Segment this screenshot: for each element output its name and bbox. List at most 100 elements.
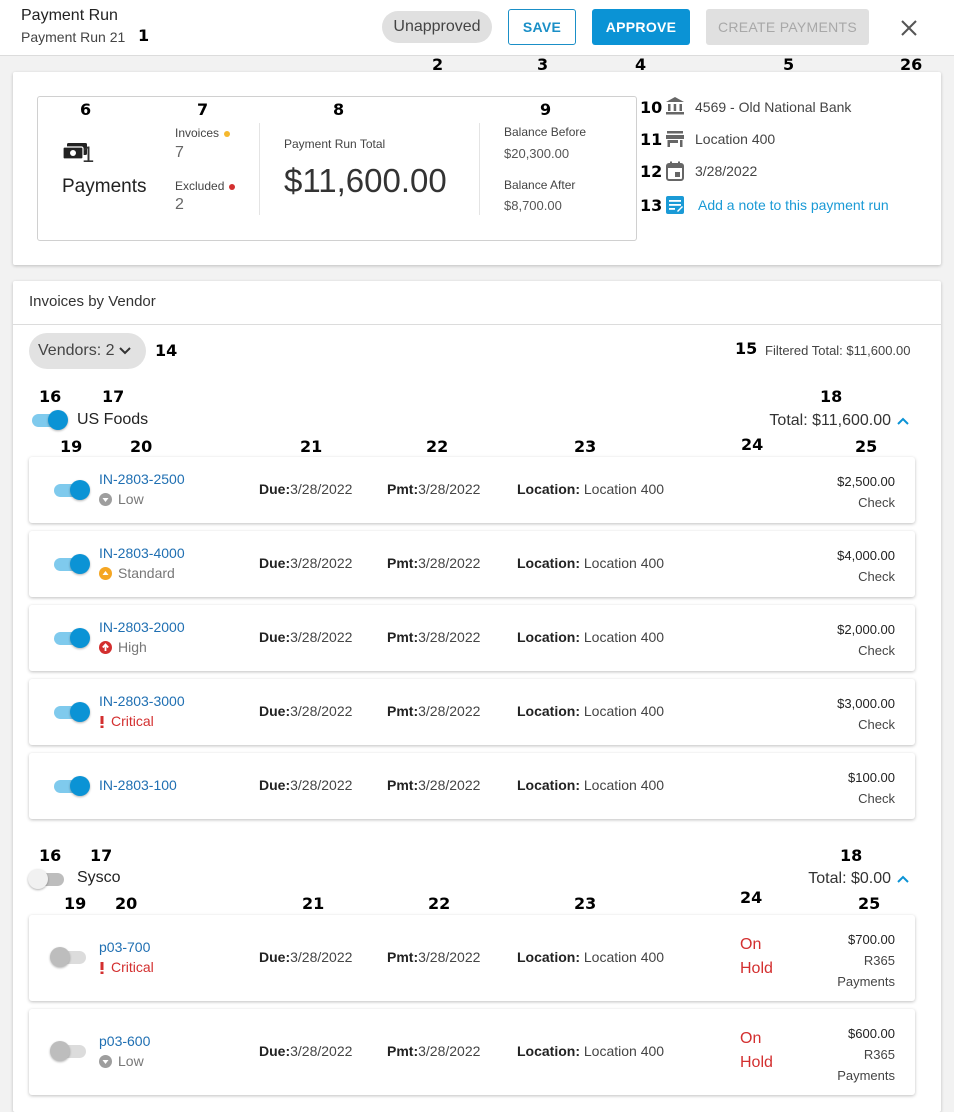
- vendor-name: US Foods: [77, 411, 149, 428]
- invoice-toggle[interactable]: [50, 1041, 88, 1061]
- annotation-marker: 16: [39, 387, 62, 406]
- invoice-priority: Low: [99, 491, 144, 507]
- invoice-toggle[interactable]: [50, 947, 88, 967]
- payment-method: Check: [858, 569, 895, 584]
- payment-date: Pmt:3/28/2022: [387, 629, 480, 645]
- invoice-amount: $100.00 Check: [848, 767, 895, 809]
- invoice-row: IN-2803-2000 High Due:3/28/2022 Pmt:3/28…: [29, 605, 915, 671]
- invoice-toggle[interactable]: [52, 628, 90, 648]
- due-value: 3/28/2022: [290, 481, 353, 497]
- vendor-total: Total: $11,600.00: [769, 412, 891, 429]
- due-value: 3/28/2022: [290, 1043, 353, 1059]
- invoice-row: p03-700 Critical Due:3/28/2022 Pmt:3/28/…: [29, 915, 915, 1001]
- invoice-location: Location: Location 400: [517, 481, 664, 497]
- annotation-marker: 20: [115, 894, 138, 913]
- vendor-toggle[interactable]: [30, 410, 68, 430]
- payment-method: Check: [858, 717, 895, 732]
- annotation-marker: 8: [333, 100, 345, 119]
- invoice-row: IN-2803-2500 Low Due:3/28/2022 Pmt:3/28/…: [29, 457, 915, 523]
- priority-text: Low: [118, 1053, 144, 1069]
- annotation-marker: 24: [740, 888, 763, 907]
- invoice-location: Location: Location 400: [517, 949, 664, 965]
- annotation-marker: 9: [540, 100, 552, 119]
- invoice-link[interactable]: IN-2803-2500: [99, 471, 185, 487]
- annotation-marker: 13: [640, 196, 663, 215]
- create-payments-button[interactable]: CREATE PAYMENTS: [706, 9, 869, 45]
- due-date: Due:3/28/2022: [259, 629, 352, 645]
- invoice-link[interactable]: IN-2803-3000: [99, 693, 185, 709]
- annotation-marker: 26: [900, 55, 923, 74]
- due-value: 3/28/2022: [290, 777, 353, 793]
- location-value: Location 400: [583, 949, 665, 965]
- due-date: Due:3/28/2022: [259, 1043, 352, 1059]
- invoice-link[interactable]: p03-600: [99, 1033, 151, 1049]
- invoice-toggle[interactable]: [52, 776, 90, 796]
- annotation-marker: 17: [90, 846, 113, 865]
- invoice-toggle[interactable]: [52, 702, 90, 722]
- annotation-marker: 25: [858, 894, 881, 913]
- invoice-toggle[interactable]: [52, 480, 90, 500]
- approve-button[interactable]: APPROVE: [592, 9, 690, 45]
- top-bar: Payment Run Payment Run 21 Unapproved SA…: [0, 0, 954, 56]
- invoice-location: Location: Location 400: [517, 555, 664, 571]
- payment-date: Pmt:3/28/2022: [387, 555, 480, 571]
- critical-priority-icon: [100, 716, 104, 728]
- location-label: Location:: [517, 481, 580, 497]
- payment-method: R365: [863, 1047, 895, 1062]
- annotation-marker: 25: [855, 437, 878, 456]
- pmt-value: 3/28/2022: [418, 1043, 481, 1059]
- store-icon: [666, 131, 684, 147]
- note-icon[interactable]: [665, 195, 685, 215]
- section-title: Invoices by Vendor: [29, 293, 156, 310]
- invoice-location: Location: Location 400: [517, 629, 664, 645]
- invoice-amount: $700.00 R365 Payments: [837, 929, 895, 992]
- chevron-up-icon[interactable]: [896, 416, 910, 426]
- chevron-up-icon[interactable]: [896, 874, 910, 884]
- vendor-toggle[interactable]: [28, 869, 66, 889]
- chevron-down-icon: [119, 347, 131, 355]
- vendors-filter-dropdown[interactable]: Vendors: 2: [29, 333, 146, 369]
- pmt-label: Pmt:: [387, 703, 419, 719]
- hold-text: On: [740, 936, 762, 953]
- annotation-marker: 4: [635, 55, 647, 74]
- due-date: Due:3/28/2022: [259, 949, 352, 965]
- invoice-location: Location: Location 400: [517, 1043, 664, 1059]
- invoice-amount: $3,000.00 Check: [837, 693, 895, 735]
- annotation-marker: 6: [80, 100, 92, 119]
- invoice-link[interactable]: IN-2803-100: [99, 777, 177, 793]
- cash-icon: [62, 143, 87, 160]
- divider: [13, 324, 941, 325]
- annotation-marker: 5: [783, 55, 795, 74]
- divider: [259, 123, 260, 215]
- pmt-label: Pmt:: [387, 481, 419, 497]
- annotation-marker: 18: [840, 846, 863, 865]
- invoice-link[interactable]: IN-2803-4000: [99, 545, 185, 561]
- location-value: Location 400: [583, 1043, 665, 1059]
- invoice-row: IN-2803-100 Due:3/28/2022 Pmt:3/28/2022 …: [29, 753, 915, 819]
- location-value: Location 400: [583, 777, 665, 793]
- invoice-toggle[interactable]: [52, 554, 90, 574]
- status-badge: Unapproved: [382, 11, 492, 43]
- bank-account: 4569 - Old National Bank: [695, 99, 852, 115]
- close-icon[interactable]: [898, 14, 920, 40]
- invoice-link[interactable]: IN-2803-2000: [99, 619, 185, 635]
- invoice-amount: $2,000.00 Check: [837, 619, 895, 661]
- standard-priority-icon: [99, 567, 112, 580]
- excluded-count: 2: [175, 196, 184, 213]
- annotation-marker: 7: [197, 100, 209, 119]
- high-priority-icon: [99, 641, 112, 654]
- location-label: Location:: [517, 949, 580, 965]
- invoice-link[interactable]: p03-700: [99, 939, 151, 955]
- location-value: Location 400: [583, 481, 665, 497]
- add-note-link[interactable]: Add a note to this payment run: [698, 197, 889, 213]
- page-subtitle: Payment Run 21: [21, 29, 126, 45]
- annotation-marker: 24: [741, 435, 764, 454]
- on-hold-status: On Hold: [740, 1027, 780, 1075]
- low-priority-icon: [99, 1055, 112, 1068]
- bank-icon: [666, 97, 684, 115]
- due-date: Due:3/28/2022: [259, 777, 352, 793]
- location: Location 400: [695, 131, 776, 147]
- due-date: Due:3/28/2022: [259, 555, 352, 571]
- save-button[interactable]: SAVE: [508, 9, 576, 45]
- amount-value: $2,500.00: [837, 474, 895, 489]
